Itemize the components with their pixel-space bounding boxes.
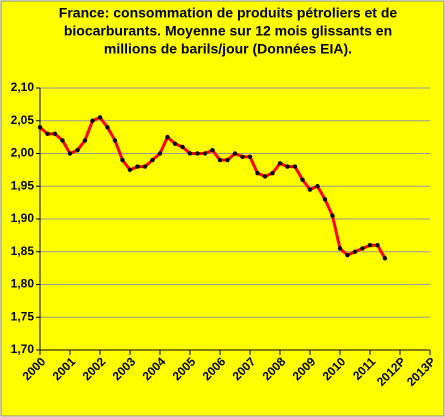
point [75, 148, 80, 153]
y-tick-label: 2,05 [11, 113, 35, 127]
y-tick-label: 2,00 [11, 146, 35, 160]
point [337, 246, 343, 251]
point [135, 164, 140, 169]
point [202, 151, 208, 156]
point [352, 249, 358, 254]
point [112, 138, 118, 143]
point [45, 131, 50, 137]
point [382, 256, 388, 261]
point [345, 252, 350, 258]
point [225, 157, 230, 163]
point [232, 151, 238, 156]
point [240, 154, 245, 159]
y-tick-label: 1,70 [11, 342, 35, 356]
point [52, 131, 58, 137]
point [82, 138, 88, 143]
point [195, 151, 200, 156]
point [307, 187, 313, 192]
y-tick-label: 1,85 [11, 244, 35, 258]
point [300, 177, 305, 182]
y-tick-label: 1,90 [11, 211, 35, 225]
point [120, 157, 125, 163]
point [292, 164, 298, 169]
point [157, 151, 163, 156]
point [37, 125, 43, 130]
point [217, 157, 223, 163]
point [262, 174, 268, 179]
point [165, 134, 170, 140]
point [105, 125, 110, 130]
point [247, 154, 253, 159]
point [150, 157, 155, 163]
chart-title: millions de barils/jour (Données EIA). [104, 41, 352, 57]
chart-title: biocarburants. Moyenne sur 12 mois gliss… [64, 23, 392, 39]
point [255, 170, 260, 176]
point [322, 197, 328, 202]
point [60, 138, 65, 143]
point [127, 167, 133, 173]
point [360, 246, 365, 251]
point [367, 243, 373, 248]
point [285, 164, 290, 169]
point [270, 170, 275, 176]
point [142, 164, 148, 169]
point [67, 151, 73, 156]
point [277, 161, 283, 166]
chart-title: France: consommation de produits pétroli… [59, 5, 398, 21]
point [315, 184, 320, 189]
point [180, 144, 185, 150]
y-tick-label: 1,95 [11, 178, 35, 192]
point [90, 118, 95, 123]
point [172, 141, 178, 146]
point [97, 115, 103, 120]
y-tick-label: 2,10 [11, 80, 35, 94]
y-tick-label: 1,75 [11, 309, 35, 323]
point [210, 148, 215, 153]
y-tick-label: 1,80 [11, 277, 35, 291]
point [187, 151, 193, 156]
point [330, 213, 335, 218]
point [375, 243, 380, 248]
